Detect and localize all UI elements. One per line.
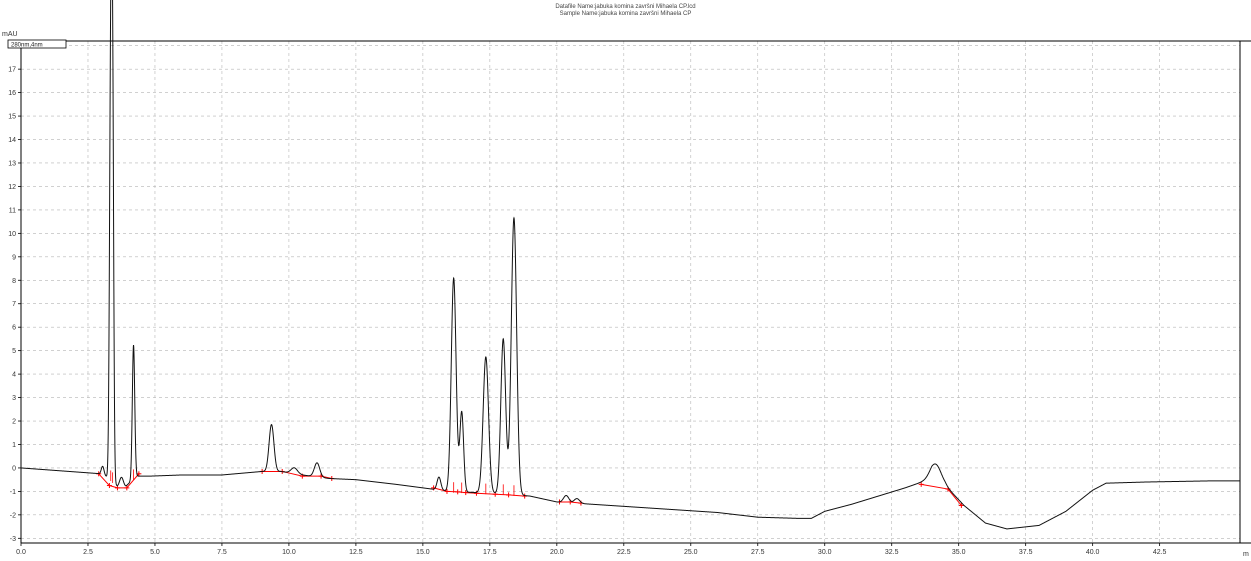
x-axis-unit-label: m	[1243, 551, 1249, 558]
y-tick-label: 10	[8, 231, 16, 238]
x-tick-label: 37.5	[1019, 549, 1033, 556]
y-tick-label: 6	[12, 325, 16, 332]
y-tick-label: 9	[12, 254, 16, 261]
x-tick-label: 12.5	[349, 549, 363, 556]
x-tick-label: 17.5	[483, 549, 497, 556]
integration-marks	[96, 468, 964, 508]
y-tick-label: -2	[10, 512, 16, 519]
y-tick-label: 11	[9, 207, 16, 214]
y-tick-label: 5	[12, 348, 16, 355]
legend-box	[7, 39, 67, 49]
x-tick-label: 0.0	[16, 549, 26, 556]
y-axis-unit-label: mAU	[2, 31, 18, 38]
legend: 280nm,4nm	[7, 39, 67, 49]
x-tick-label: 40.0	[1086, 549, 1100, 556]
x-tick-label: 35.0	[952, 549, 966, 556]
x-tick-label: 25.0	[684, 549, 698, 556]
y-tick-label: 1	[12, 442, 16, 449]
x-tick-label: 5.0	[150, 549, 160, 556]
y-tick-label: 0	[12, 465, 16, 472]
sample-name-text: Sample Name:jabuka komina završni Mihael…	[559, 11, 692, 17]
x-tick-label: 32.5	[885, 549, 899, 556]
axes	[18, 40, 1251, 546]
y-tick-label: -1	[10, 489, 16, 496]
y-tick-label: 14	[8, 137, 16, 144]
y-tick-label: 2	[12, 419, 16, 426]
x-tick-label: 22.5	[617, 549, 631, 556]
integration-baseline	[98, 473, 140, 489]
x-tick-label: 20.0	[550, 549, 564, 556]
y-tick-label: 3	[12, 395, 16, 402]
trace	[20, 0, 1240, 530]
y-tick-label: 17	[8, 67, 16, 74]
x-tick-label: 30.0	[818, 549, 832, 556]
y-tick-label: 7	[12, 301, 16, 308]
x-tick-label: 15.0	[416, 549, 430, 556]
datafile-name-text: Datafile Name:jabuka komina završni Miha…	[555, 4, 696, 10]
x-tick-label: 42.5	[1153, 549, 1167, 556]
y-tick-label: -3	[10, 536, 16, 543]
x-tick-label: 10.0	[282, 549, 296, 556]
tick-labels: 0.0 2.5 5.0 7.5 10.0 12.5 15.0 17.5 20.0 22.5 25.0…	[8, 43, 1166, 556]
integration-baseline	[921, 483, 962, 506]
x-tick-label: 2.5	[83, 549, 93, 556]
y-tick-label: 13	[8, 160, 16, 167]
x-tick-label: 7.5	[217, 549, 227, 556]
y-tick-label: 4	[12, 372, 16, 379]
y-tick-label: 8	[12, 278, 16, 285]
y-tick-label: 12	[8, 184, 16, 191]
chromatogram-trace	[20, 0, 1240, 530]
legend-label: 280nm,4nm	[11, 43, 43, 49]
y-tick-label: 15	[8, 114, 16, 121]
x-tick-label: 27.5	[751, 549, 765, 556]
chart-header: Datafile Name:jabuka komina završni Miha…	[0, 4, 1251, 18]
grid	[20, 41, 1240, 543]
y-tick-label: 16	[8, 90, 16, 97]
